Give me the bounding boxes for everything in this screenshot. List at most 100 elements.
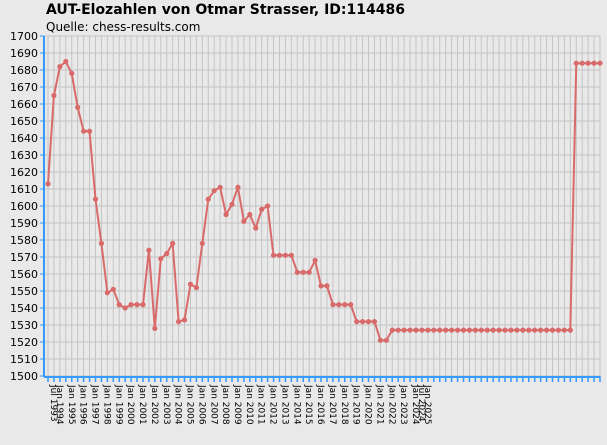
data-point xyxy=(597,60,603,66)
data-point xyxy=(371,319,378,325)
grid-lines xyxy=(44,35,601,377)
data-point xyxy=(235,184,241,190)
data-point xyxy=(57,64,63,70)
x-tick-label: Jan 2013 xyxy=(279,384,289,425)
elo-series-points xyxy=(45,58,603,343)
x-tick-label: Jan 2024 xyxy=(410,384,420,425)
x-tick-label: Jan 2016 xyxy=(315,384,325,425)
data-point xyxy=(318,283,324,289)
x-tick-label: Jan 1997 xyxy=(90,384,100,425)
data-point xyxy=(342,302,348,308)
data-point xyxy=(300,269,306,275)
y-tick-label: 1520 xyxy=(10,336,38,349)
data-point xyxy=(187,281,194,287)
elo-series-line xyxy=(47,59,600,342)
data-point xyxy=(532,327,538,333)
data-point xyxy=(472,327,478,333)
x-tick-label: Jan 2002 xyxy=(149,384,159,425)
chart-title: AUT-Elozahlen von Otmar Strasser, ID:114… xyxy=(46,2,405,18)
y-tick-label: 1630 xyxy=(10,149,38,162)
data-point xyxy=(555,327,562,333)
data-point xyxy=(217,184,223,190)
data-point xyxy=(134,302,140,308)
data-point xyxy=(170,240,176,246)
data-point xyxy=(45,181,51,187)
data-point xyxy=(282,252,289,258)
y-tick-label: 1700 xyxy=(10,30,38,43)
data-point xyxy=(454,327,461,333)
y-tick-label: 1580 xyxy=(10,234,38,247)
data-point xyxy=(561,327,567,333)
data-point xyxy=(395,327,401,333)
x-tick-label: Jan 2009 xyxy=(232,384,242,425)
data-point xyxy=(241,218,247,224)
y-tick-label: 1670 xyxy=(10,81,38,94)
x-tick-label: Jan 1998 xyxy=(101,384,111,425)
y-tick-label: 1570 xyxy=(10,251,38,264)
x-tick-label: Jan 2000 xyxy=(125,384,135,425)
data-point xyxy=(211,188,217,194)
data-point xyxy=(205,196,211,202)
data-point xyxy=(383,337,389,343)
data-point xyxy=(324,283,330,289)
data-point xyxy=(466,327,473,333)
x-tick-label: Jan 2006 xyxy=(196,384,206,425)
data-point xyxy=(348,302,354,308)
data-point xyxy=(330,302,336,308)
data-point xyxy=(294,269,300,275)
x-tick-label: Jan 1996 xyxy=(78,384,88,425)
x-tick-label: Jan 2012 xyxy=(268,384,278,425)
x-tick-label: Jul 2024 xyxy=(416,384,426,422)
y-tick-label: 1690 xyxy=(10,47,38,60)
x-tick-label: Jan 2019 xyxy=(351,384,361,425)
data-point xyxy=(152,325,158,331)
y-tick-label: 1560 xyxy=(10,268,38,281)
data-point xyxy=(502,327,508,333)
y-tick-label: 1500 xyxy=(10,370,38,383)
data-point xyxy=(508,327,514,333)
data-point xyxy=(437,327,443,333)
x-tick-label: Jan 2021 xyxy=(374,384,384,425)
x-tick-label: Jan 2018 xyxy=(339,384,349,425)
y-tick-label: 1510 xyxy=(10,353,38,366)
x-tick-label: Jan 2010 xyxy=(244,384,254,425)
data-point xyxy=(460,327,467,333)
x-tick-label: Jan 2025 xyxy=(422,384,432,425)
data-point xyxy=(288,252,294,258)
x-tick-label: Jan 2020 xyxy=(363,384,373,425)
data-point xyxy=(354,319,360,325)
y-tick-label: 1660 xyxy=(10,98,38,111)
data-point xyxy=(110,286,116,292)
data-point xyxy=(116,302,122,308)
data-point xyxy=(193,285,199,291)
data-point xyxy=(496,327,502,333)
data-point xyxy=(265,203,271,209)
data-point xyxy=(538,327,544,333)
x-tick-label: Jan 1999 xyxy=(113,384,123,425)
data-point xyxy=(63,58,69,65)
data-point xyxy=(140,302,146,308)
data-point xyxy=(51,92,57,99)
data-point xyxy=(229,201,235,207)
data-point xyxy=(128,302,134,308)
data-point xyxy=(407,327,413,333)
data-point xyxy=(520,327,526,333)
data-point xyxy=(122,305,128,311)
data-point xyxy=(389,327,395,333)
data-point xyxy=(86,128,93,134)
data-point xyxy=(579,60,585,66)
data-point xyxy=(365,319,372,325)
data-point xyxy=(247,211,253,218)
data-point xyxy=(567,327,573,333)
x-tick-label: Jan 2014 xyxy=(291,384,301,425)
x-tick-label: Jan 1995 xyxy=(66,384,76,425)
data-point xyxy=(75,104,81,110)
x-tick-label: Jan 2007 xyxy=(208,384,218,425)
x-tick-label: Jan 2022 xyxy=(386,384,396,425)
y-tick-label: 1590 xyxy=(10,217,38,230)
data-point xyxy=(585,60,591,66)
data-point xyxy=(490,327,496,333)
data-point xyxy=(443,327,449,333)
data-point xyxy=(484,327,490,333)
data-point xyxy=(526,327,532,333)
